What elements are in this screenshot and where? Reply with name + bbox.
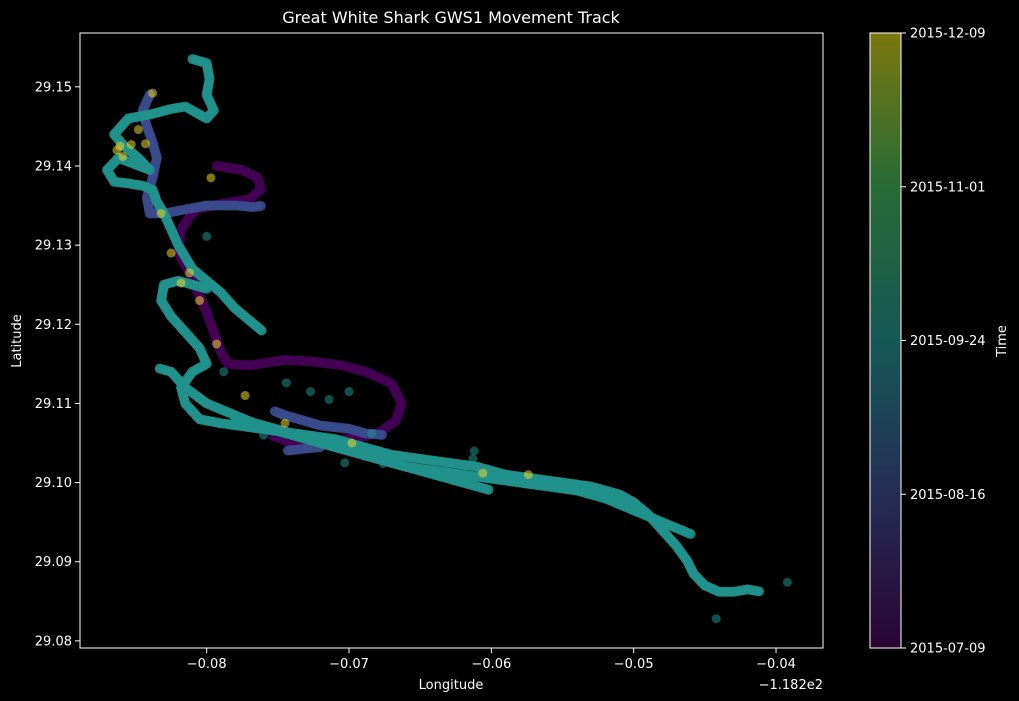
data-point bbox=[206, 173, 216, 183]
data-point bbox=[281, 378, 291, 388]
data-point bbox=[523, 470, 533, 480]
data-point bbox=[711, 614, 721, 624]
y-axis: 29.08 29.09 29.10 29.11 29.12 29.13 29.14 29.15 bbox=[35, 80, 80, 649]
plot-area bbox=[79, 32, 824, 649]
data-point bbox=[156, 208, 166, 218]
colorbar-label: Time bbox=[995, 325, 1010, 358]
series-2 bbox=[102, 54, 764, 597]
data-point bbox=[202, 231, 212, 241]
data-point bbox=[185, 268, 195, 278]
x-axis-label: Longitude bbox=[419, 678, 484, 693]
data-point bbox=[347, 438, 357, 448]
data-point bbox=[133, 125, 143, 135]
y-tick-label: 29.15 bbox=[35, 80, 72, 95]
y-tick-label: 29.13 bbox=[35, 239, 72, 254]
data-point bbox=[259, 430, 269, 440]
x-tick-label: −0.05 bbox=[614, 657, 654, 672]
data-point bbox=[340, 458, 350, 468]
colorbar-tick-label: 2015-08-16 bbox=[910, 488, 986, 503]
data-point bbox=[176, 278, 186, 288]
data-point bbox=[212, 339, 222, 349]
y-tick-label: 29.14 bbox=[35, 159, 72, 174]
data-point bbox=[367, 429, 377, 439]
colorbar-tick-label: 2015-11-01 bbox=[910, 180, 986, 195]
colorbar-tick-label: 2015-12-09 bbox=[910, 27, 986, 42]
data-point bbox=[468, 454, 478, 464]
colorbar bbox=[869, 32, 902, 649]
data-point bbox=[407, 452, 417, 462]
data-point bbox=[166, 248, 176, 258]
data-point bbox=[126, 140, 136, 150]
y-axis-label: Latitude bbox=[10, 314, 25, 368]
colorbar-tick-label: 2015-07-09 bbox=[910, 642, 986, 657]
y-tick-label: 29.09 bbox=[35, 555, 72, 570]
y-tick-label: 29.08 bbox=[35, 634, 72, 649]
x-tick-label: −0.04 bbox=[756, 657, 796, 672]
data-point bbox=[378, 459, 388, 469]
track-point bbox=[282, 445, 293, 456]
data-point bbox=[306, 387, 316, 397]
data-point bbox=[344, 387, 354, 397]
data-point bbox=[118, 151, 128, 161]
data-point bbox=[195, 296, 205, 306]
data-point bbox=[469, 446, 479, 456]
data-point bbox=[240, 391, 250, 401]
plot-marks bbox=[102, 54, 792, 624]
track-point bbox=[753, 586, 764, 597]
data-point bbox=[115, 141, 125, 151]
colorbar-tick-label: 2015-09-24 bbox=[910, 334, 986, 349]
track-point bbox=[376, 429, 387, 440]
track-point bbox=[256, 325, 267, 336]
y-tick-label: 29.12 bbox=[35, 318, 72, 333]
series-3 bbox=[202, 231, 792, 624]
track-point bbox=[154, 363, 165, 374]
data-point bbox=[140, 139, 150, 149]
x-tick-label: −0.08 bbox=[187, 657, 227, 672]
data-point bbox=[280, 418, 290, 428]
x-tick-label: −0.06 bbox=[471, 657, 511, 672]
data-point bbox=[478, 468, 488, 478]
data-point bbox=[324, 394, 334, 404]
x-tick-label: −0.07 bbox=[329, 657, 369, 672]
data-point bbox=[148, 88, 158, 98]
x-axis-offset-label: −1.182e2 bbox=[759, 678, 823, 693]
data-point bbox=[782, 577, 792, 587]
data-point bbox=[219, 367, 229, 377]
series-4 bbox=[112, 88, 533, 480]
y-tick-label: 29.10 bbox=[35, 476, 72, 491]
colorbar-ticks: 2015-07-09 2015-08-16 2015-09-24 2015-11-01… bbox=[901, 27, 986, 657]
y-tick-label: 29.11 bbox=[35, 397, 72, 412]
x-axis: −0.08 −0.07 −0.06 −0.05 −0.04 bbox=[187, 648, 796, 672]
chart-title: Great White Shark GWS1 Movement Track bbox=[282, 8, 620, 27]
series-1 bbox=[137, 89, 387, 456]
track-point bbox=[483, 484, 494, 495]
track-point bbox=[255, 200, 266, 211]
